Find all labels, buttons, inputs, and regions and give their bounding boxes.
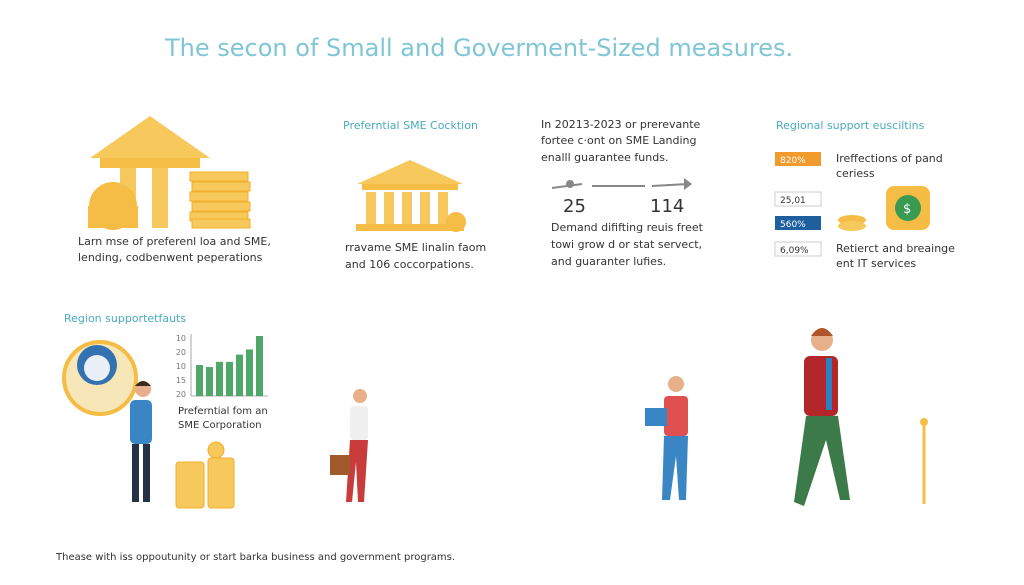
- arrows: [551, 178, 692, 190]
- building-illustration: [356, 160, 466, 232]
- person-walking: [794, 328, 850, 506]
- body: and guaranter lufies.: [551, 255, 666, 268]
- caption: Larn mse of preferenl loa and SME,: [78, 235, 271, 248]
- person-reader: [645, 376, 688, 500]
- mini-chart: 10 20 10 15 20: [176, 334, 268, 399]
- heading: Region supportetfauts: [64, 312, 186, 325]
- badge-label: 820%: [780, 156, 806, 166]
- text: ceriess: [836, 167, 875, 180]
- badge-label: 6,09%: [780, 246, 809, 256]
- coin-stack: [175, 441, 235, 509]
- axis-label: 15: [176, 376, 186, 385]
- body: Demand dififting reuis freet: [551, 221, 704, 234]
- bar: [236, 354, 243, 396]
- heading: Preferntial SME Cocktion: [343, 119, 478, 132]
- body: towi grow d or stat servect,: [551, 238, 702, 251]
- axis-label: 10: [176, 362, 186, 371]
- badge: [775, 216, 821, 230]
- badge: [774, 241, 822, 257]
- axis-label: 20: [176, 390, 186, 399]
- caption: and 106 coccorpations.: [345, 258, 474, 271]
- coin-icons: $: [838, 186, 930, 231]
- axis-label: 20: [176, 348, 186, 357]
- bar: [196, 364, 203, 396]
- bank-illustration: [88, 116, 251, 230]
- pin: [920, 418, 928, 504]
- intro: fortee c·ont on SME Landing: [541, 134, 696, 147]
- axis-label: 10: [176, 334, 186, 343]
- title: The secon of Small and Goverment-Sized m…: [164, 34, 793, 62]
- badge: [774, 191, 822, 207]
- caption: lending, codbenwent peperations: [78, 251, 263, 264]
- svg-text:$: $: [903, 202, 911, 217]
- text: Retierct and breainge: [836, 242, 955, 255]
- bar: [256, 336, 263, 396]
- text: ent IT services: [836, 257, 916, 270]
- magnifier: [62, 340, 138, 416]
- text: Ireffections of pand: [836, 152, 943, 165]
- number: 114: [650, 196, 684, 217]
- caption: Preferntial fom an: [178, 406, 268, 417]
- badge: [775, 152, 821, 166]
- badge-label: 25,01: [780, 196, 806, 206]
- intro: enalll guarantee funds.: [541, 151, 668, 164]
- bar: [216, 361, 223, 396]
- person-woman: [330, 389, 368, 502]
- heading: Regional support eusciltins: [776, 119, 925, 132]
- number: 25: [563, 196, 586, 217]
- badge-label: 560%: [780, 220, 806, 230]
- bar: [206, 367, 213, 396]
- footer: Thease with iss oppoutunity or start bar…: [55, 552, 455, 563]
- intro: In 20213-2023 or prerevante: [541, 118, 701, 131]
- caption: rravame SME linalin faom: [345, 241, 486, 254]
- bar: [246, 349, 253, 396]
- person-left: [130, 381, 152, 502]
- bar: [226, 361, 233, 396]
- caption: SME Corporation: [178, 420, 262, 431]
